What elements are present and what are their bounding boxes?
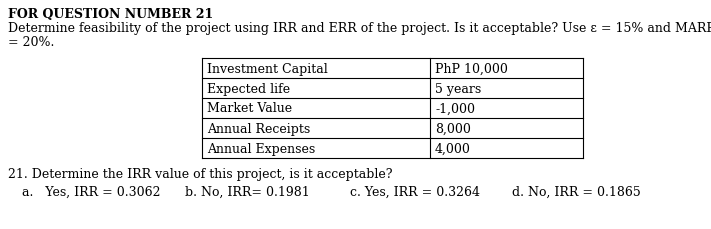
Text: -1,000: -1,000: [435, 103, 475, 115]
Text: b. No, IRR= 0.1981: b. No, IRR= 0.1981: [185, 186, 310, 199]
Text: PhP 10,000: PhP 10,000: [435, 63, 508, 76]
Text: 5 years: 5 years: [435, 82, 481, 95]
Text: Market Value: Market Value: [207, 103, 292, 115]
Text: Investment Capital: Investment Capital: [207, 63, 328, 76]
Text: FOR QUESTION NUMBER 21: FOR QUESTION NUMBER 21: [8, 8, 213, 21]
Text: Determine feasibility of the project using IRR and ERR of the project. Is it acc: Determine feasibility of the project usi…: [8, 22, 711, 35]
Text: = 20%.: = 20%.: [8, 36, 54, 49]
Text: d. No, IRR = 0.1865: d. No, IRR = 0.1865: [512, 186, 641, 199]
Text: 21. Determine the IRR value of this project, is it acceptable?: 21. Determine the IRR value of this proj…: [8, 168, 392, 181]
Text: 8,000: 8,000: [435, 123, 471, 136]
Text: Annual Expenses: Annual Expenses: [207, 142, 315, 155]
Text: a.   Yes, IRR = 0.3062: a. Yes, IRR = 0.3062: [22, 186, 161, 199]
Text: Expected life: Expected life: [207, 82, 290, 95]
Text: Annual Receipts: Annual Receipts: [207, 123, 310, 136]
Text: c. Yes, IRR = 0.3264: c. Yes, IRR = 0.3264: [350, 186, 480, 199]
Text: 4,000: 4,000: [435, 142, 471, 155]
